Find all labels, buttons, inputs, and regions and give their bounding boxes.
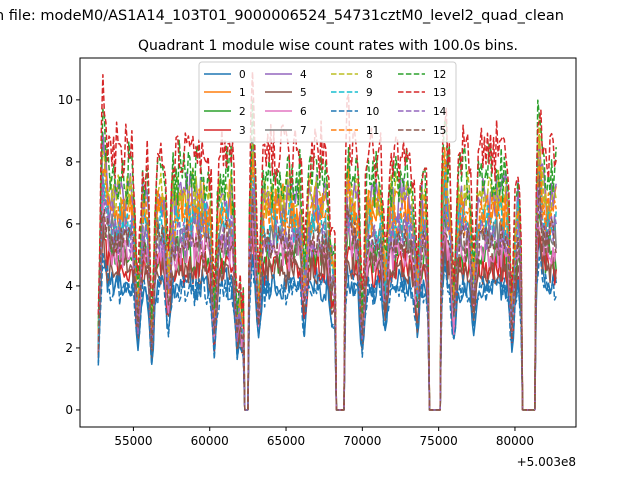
legend-label-12: 12 [433,69,446,81]
x-tick-label: 55000 [114,434,152,448]
x-tick-label: 60000 [191,434,229,448]
legend-label-2: 2 [239,106,246,118]
x-tick-label: 80000 [496,434,534,448]
legend-label-4: 4 [300,69,307,81]
series-line-13 [97,71,557,411]
y-tick-label: 4 [65,279,73,293]
series-line-10 [97,252,557,411]
legend-label-9: 9 [366,87,373,99]
legend-label-5: 5 [300,87,307,99]
legend-label-8: 8 [366,69,373,81]
legend-frame [198,61,457,143]
legend-label-13: 13 [433,87,446,99]
x-tick-label: 70000 [343,434,381,448]
x-offset-label: +5.003e8 [517,455,576,469]
x-tick-label: 75000 [420,434,458,448]
y-tick-label: 8 [65,155,73,169]
series-layer [97,71,557,411]
legend-label-11: 11 [366,125,379,137]
y-tick-label: 2 [65,341,73,355]
legend-label-1: 1 [239,87,246,99]
series-line-5 [97,219,557,411]
legend-label-6: 6 [300,106,307,118]
legend-label-10: 10 [366,106,379,118]
legend-label-7: 7 [300,125,307,137]
y-tick-label: 0 [65,403,73,417]
y-axis: 0 2 4 6 8 10 [58,93,80,417]
chart-title: Quadrant 1 module wise count rates with … [138,38,518,54]
x-axis: 55000 60000 65000 70000 75000 80000 [114,427,534,448]
series-line-9 [97,165,557,411]
y-tick-label: 6 [65,217,73,231]
series-line-12 [97,99,557,411]
legend-label-3: 3 [239,125,246,137]
y-tick-label: 10 [58,93,73,107]
legend-label-14: 14 [433,106,447,118]
legend-label-15: 15 [433,125,446,137]
legend-label-0: 0 [239,69,246,81]
series-line-15 [97,175,557,411]
x-tick-label: 65000 [267,434,305,448]
axes-frame [79,57,577,428]
figure-suptitle: n file: modeM0/AS1A14_103T01_9000006524_… [0,8,564,24]
